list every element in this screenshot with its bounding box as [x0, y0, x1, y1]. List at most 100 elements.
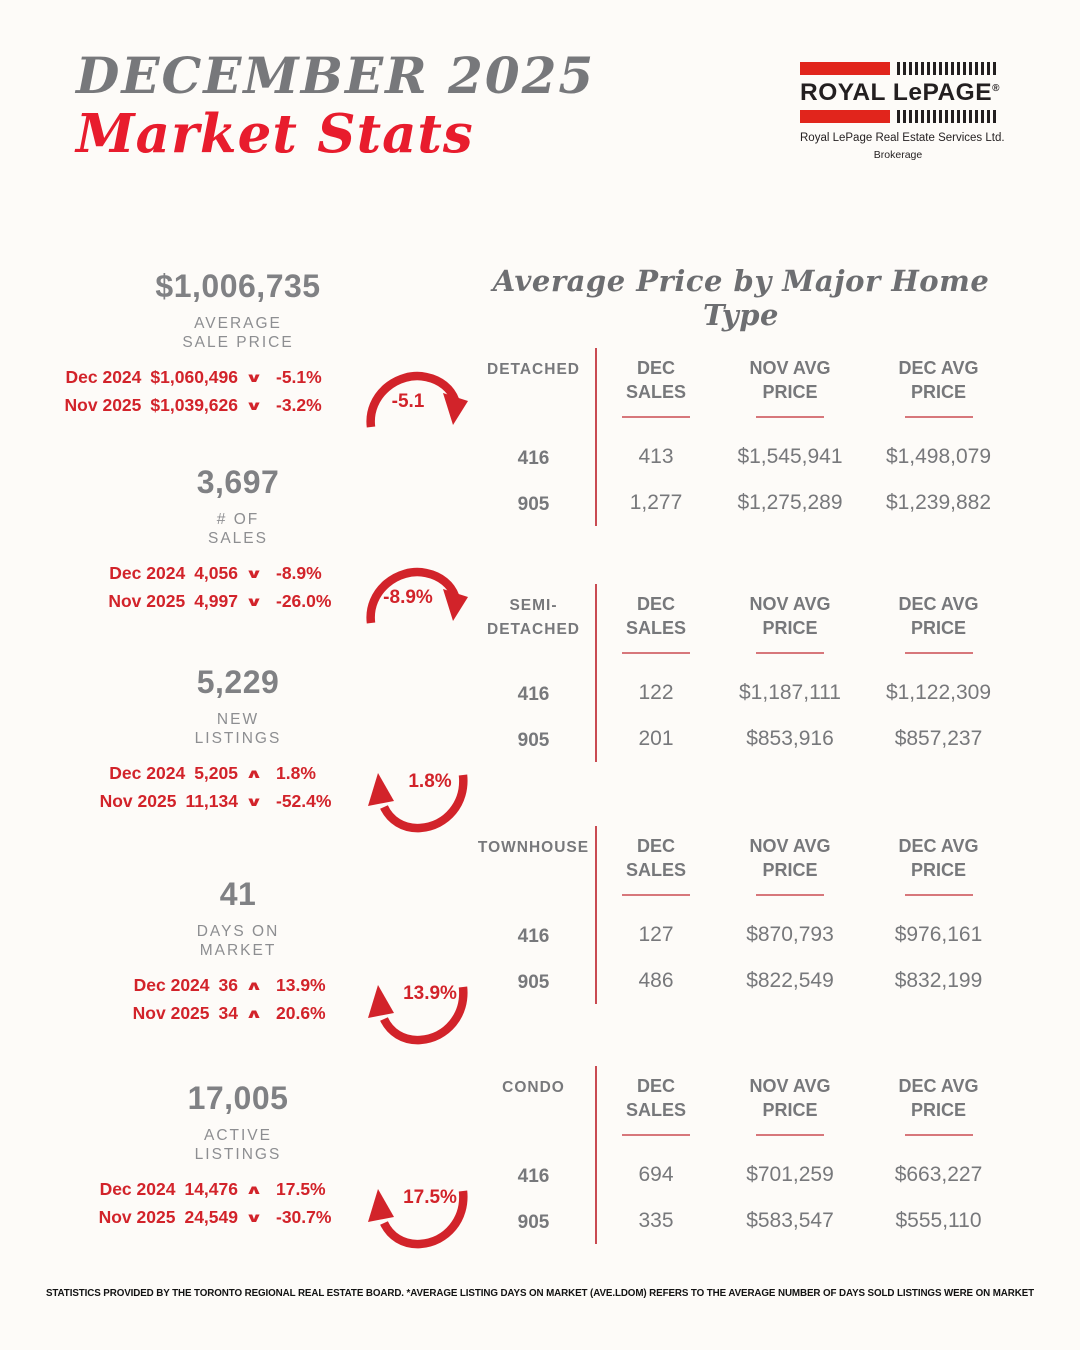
logo-brand-text: ROYAL LePAGE — [800, 79, 993, 106]
logo-barcode-stripes-icon — [897, 110, 996, 123]
comparison-value: 5,205 — [194, 763, 238, 784]
dec-avg-price-cell: $1,122,309 — [885, 680, 992, 704]
col-header-dec-sales: DEC SALES — [597, 348, 715, 434]
nov-avg-price-cell: $1,275,289 — [737, 490, 843, 514]
header-underline — [622, 893, 690, 896]
dec-avg-price-cell: $832,199 — [894, 968, 983, 992]
comparison-percent: 1.8% — [276, 763, 316, 784]
comparison-value: 24,549 — [184, 1207, 238, 1228]
dec-avg-price-cell: $663,227 — [894, 1162, 983, 1186]
comparison-percent: -52.4% — [276, 791, 332, 812]
comparison-percent: -5.1% — [276, 367, 322, 388]
header-underline — [904, 415, 973, 418]
stat-block-active-listings: 17,005 ACTIVE LISTINGS Dec 2024 14,476 ∧ 1… — [28, 1080, 468, 1249]
dec-avg-price-cell: $857,237 — [894, 726, 983, 750]
comparison-period: Nov 2025 — [108, 591, 186, 612]
trend-arrow-badge: -8.9% — [364, 559, 468, 639]
comparison-period: Nov 2025 — [64, 395, 142, 416]
area-code-cell: 416 — [472, 911, 597, 958]
col-header-dec-avg-price: DEC AVG PRICE — [865, 826, 1012, 912]
comparison-percent: 20.6% — [276, 1003, 326, 1024]
col-header-dec-sales: DEC SALES — [597, 1066, 715, 1152]
nov-avg-price-cell: $1,545,941 — [737, 444, 843, 468]
trend-arrow-badge: 13.9% — [364, 971, 468, 1051]
comparison-period: Dec 2024 — [109, 763, 186, 784]
trend-arrow-badge: 1.8% — [364, 759, 468, 839]
col-header-dec-avg-price: DEC AVG PRICE — [865, 348, 1012, 434]
comparison-percent: -30.7% — [276, 1207, 332, 1228]
header-underline — [622, 651, 690, 654]
stat-block-average-sale-price: $1,006,735 AVERAGE SALE PRICE Dec 2024 $1,… — [28, 268, 468, 428]
logo-company-name: Royal LePage Real Estate Services Ltd. — [800, 132, 1005, 144]
area-code-cell: 905 — [472, 715, 597, 762]
dec-sales-cell: 486 — [638, 968, 674, 992]
registered-trademark-icon: ® — [992, 82, 1000, 94]
area-code-cell: 905 — [472, 1197, 597, 1244]
stat-comparisons: Dec 2024 36 ∧ 13.9% Nov 2025 34 ∧ 20.6% — [42, 975, 354, 1024]
comparison-period: Dec 2024 — [99, 1179, 176, 1200]
area-code-cell: 416 — [472, 433, 597, 480]
header-underline — [904, 651, 973, 654]
stat-value: 3,697 — [196, 464, 280, 500]
stat-value: 41 — [219, 876, 257, 912]
area-code-cell: 416 — [472, 1151, 597, 1198]
curved-arrow-up-icon — [368, 985, 468, 1045]
nov-avg-price-cell: $822,549 — [746, 968, 834, 992]
dec-avg-price-cell: $555,110 — [895, 1208, 982, 1232]
chevron-down-icon: ∨ — [245, 397, 263, 413]
col-header-dec-avg-price: DEC AVG PRICE — [865, 1066, 1012, 1152]
chevron-down-icon: ∨ — [245, 1209, 263, 1225]
comparison-percent: -8.9% — [276, 563, 322, 584]
dec-avg-price-cell: $1,498,079 — [885, 444, 992, 468]
col-header-nov-avg-price: NOV AVG PRICE — [715, 584, 865, 670]
section-title: Average Price by Major Home Type — [492, 264, 990, 332]
dec-sales-cell: 122 — [638, 680, 674, 704]
badge-percent-text: -5.1 — [391, 391, 425, 412]
col-header-dec-avg-price: DEC AVG PRICE — [865, 584, 1012, 670]
dec-sales-cell: 127 — [638, 922, 674, 946]
comparison-row: Nov 2025 34 ∧ 20.6% — [42, 1003, 354, 1024]
price-table-townhouse: TOWNHOUSE DEC SALES NOV AVG PRICE DEC AVG P… — [472, 826, 1012, 1004]
home-type-label: SEMI- DETACHED — [472, 584, 597, 670]
stat-label: NEW LISTINGS — [194, 711, 282, 747]
comparison-value: 34 — [218, 1003, 238, 1024]
logo-wordmark: ROYAL LePAGE® — [800, 79, 999, 107]
header-underline — [756, 651, 824, 654]
header-underline — [756, 893, 824, 896]
comparison-percent: -3.2% — [276, 395, 322, 416]
col-header-dec-sales: DEC SALES — [597, 584, 715, 670]
nov-avg-price-cell: $583,547 — [746, 1208, 834, 1232]
comparison-value: 4,997 — [194, 591, 238, 612]
dec-sales-cell: 694 — [638, 1162, 674, 1186]
comparison-row: Dec 2024 5,205 ∧ 1.8% — [42, 763, 354, 784]
title-month-year: DECEMBER 2025 — [76, 46, 596, 105]
badge-percent-text: 13.9% — [403, 983, 457, 1004]
area-code-cell: 905 — [472, 479, 597, 526]
comparison-value: 14,476 — [184, 1179, 238, 1200]
stat-value: $1,006,735 — [155, 268, 321, 304]
stat-label: DAYS ON MARKET — [196, 923, 280, 959]
header-underline — [622, 415, 690, 418]
comparison-value: $1,060,496 — [150, 367, 238, 388]
chevron-up-icon: ∧ — [245, 977, 263, 993]
royal-lepage-logo: ROYAL LePAGE® Royal LePage Real Estate S… — [800, 62, 1005, 161]
dec-sales-cell: 335 — [638, 1208, 674, 1232]
logo-barcode-stripes-icon — [897, 62, 996, 75]
badge-percent-text: 17.5% — [403, 1187, 457, 1208]
col-header-nov-avg-price: NOV AVG PRICE — [715, 1066, 865, 1152]
curved-arrow-down-icon — [366, 371, 468, 428]
logo-top-rule — [800, 62, 996, 75]
stat-value: 17,005 — [187, 1080, 289, 1116]
chevron-up-icon: ∧ — [245, 765, 263, 781]
comparison-period: Nov 2025 — [98, 1207, 176, 1228]
col-header-dec-sales: DEC SALES — [597, 826, 715, 912]
stat-value: 5,229 — [196, 664, 280, 700]
logo-bottom-rule — [800, 110, 996, 123]
price-table-detached: DETACHED DEC SALES NOV AVG PRICE DEC AVG PR… — [472, 348, 1012, 526]
stat-comparisons: Dec 2024 4,056 ∨ -8.9% Nov 2025 4,997 ∨ -2… — [42, 563, 354, 612]
nov-avg-price-cell: $701,259 — [746, 1162, 834, 1186]
stat-comparisons: Dec 2024 5,205 ∧ 1.8% Nov 2025 11,134 ∨ -5… — [42, 763, 354, 812]
dec-avg-price-cell: $976,161 — [894, 922, 983, 946]
stat-label: AVERAGE SALE PRICE — [182, 315, 294, 351]
